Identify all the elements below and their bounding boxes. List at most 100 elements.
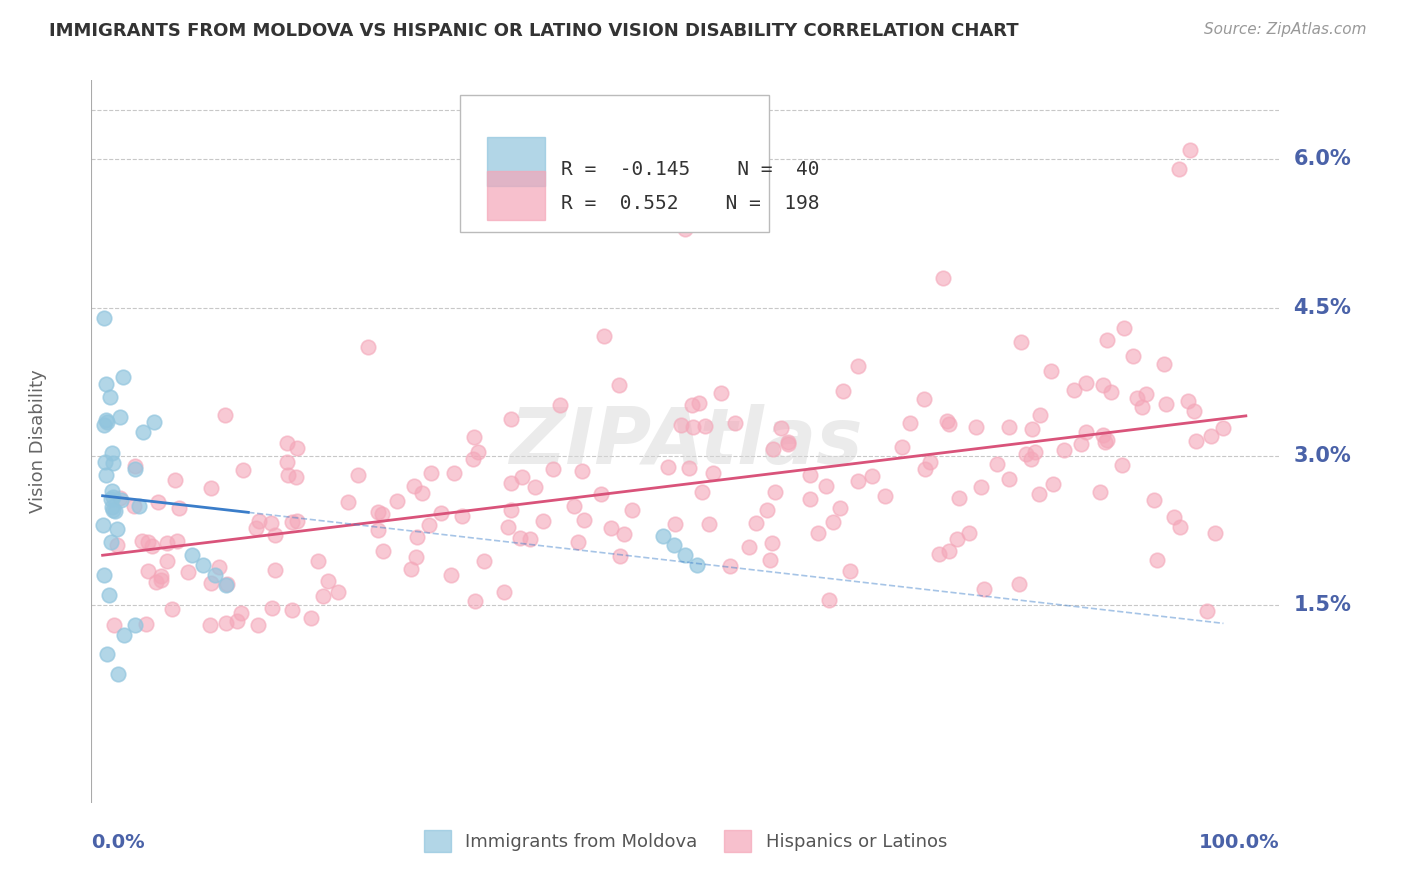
Point [93, 310, 115, 325]
Point [973, 582, 995, 596]
Point [1135, 387, 1157, 401]
Point [149, 568, 172, 582]
Point [1039, 364, 1062, 378]
Point [589, 487, 612, 501]
Point [160, 601, 183, 615]
Point [969, 480, 991, 494]
Point [128, 499, 150, 513]
FancyBboxPatch shape [486, 170, 546, 220]
Point [776, 434, 799, 449]
Point [510, 470, 533, 484]
Point [1212, 420, 1234, 434]
Point [107, 522, 129, 536]
Point [519, 532, 541, 546]
Point [673, 221, 696, 235]
Point [464, 594, 486, 608]
Text: 3.0%: 3.0% [1294, 446, 1351, 467]
Point [100, 491, 122, 506]
Point [815, 479, 838, 493]
Point [567, 534, 589, 549]
Point [1092, 427, 1115, 442]
Point [163, 473, 186, 487]
Point [957, 526, 980, 541]
Point [131, 533, 153, 548]
Point [1154, 397, 1177, 411]
Point [284, 469, 307, 483]
Point [1195, 605, 1218, 619]
Point [285, 514, 308, 528]
Point [1029, 408, 1052, 422]
Point [114, 627, 136, 641]
Point [1070, 436, 1092, 450]
Point [759, 553, 782, 567]
Point [669, 417, 692, 432]
Point [1199, 429, 1222, 443]
Point [914, 461, 936, 475]
Point [690, 484, 713, 499]
Point [1178, 143, 1201, 157]
Point [103, 617, 125, 632]
Point [108, 409, 131, 424]
Point [492, 585, 515, 599]
Point [150, 573, 173, 587]
Point [1177, 394, 1199, 409]
Point [541, 462, 564, 476]
Point [1153, 357, 1175, 371]
Point [523, 479, 546, 493]
Point [1095, 433, 1118, 447]
Point [217, 576, 239, 591]
Point [1024, 445, 1046, 459]
Point [1143, 493, 1166, 508]
Point [94, 377, 117, 392]
Point [100, 534, 122, 549]
Point [673, 549, 696, 563]
Point [1112, 321, 1135, 335]
Point [105, 538, 128, 552]
Point [1182, 403, 1205, 417]
Point [177, 566, 200, 580]
Point [263, 528, 285, 542]
Point [215, 578, 238, 592]
Point [93, 568, 115, 582]
Point [198, 617, 221, 632]
Text: 1.5%: 1.5% [1294, 595, 1351, 615]
Point [367, 523, 389, 537]
Point [799, 468, 821, 483]
Point [277, 468, 299, 483]
Point [101, 503, 124, 517]
Point [110, 492, 132, 507]
Point [103, 456, 125, 470]
Point [93, 417, 115, 432]
Text: Vision Disability: Vision Disability [30, 369, 46, 514]
Point [370, 507, 392, 521]
Point [385, 493, 408, 508]
Text: 100.0%: 100.0% [1199, 833, 1279, 853]
Point [948, 491, 970, 506]
Text: IMMIGRANTS FROM MOLDOVA VS HISPANIC OR LATINO VISION DISABILITY CORRELATION CHAR: IMMIGRANTS FROM MOLDOVA VS HISPANIC OR L… [49, 22, 1019, 40]
Point [998, 420, 1021, 434]
Point [336, 495, 359, 509]
Point [998, 472, 1021, 486]
Point [776, 436, 799, 450]
Point [124, 458, 146, 473]
Point [571, 465, 593, 479]
Point [406, 530, 429, 544]
Point [107, 667, 129, 681]
Point [146, 494, 169, 508]
FancyBboxPatch shape [486, 136, 546, 186]
Point [101, 483, 124, 498]
Point [136, 564, 159, 578]
Point [1088, 485, 1111, 500]
Point [501, 502, 523, 516]
Point [418, 518, 440, 533]
Point [718, 558, 741, 573]
Point [770, 420, 793, 434]
Point [1111, 458, 1133, 473]
Point [399, 562, 422, 576]
Point [1028, 487, 1050, 501]
Point [1122, 349, 1144, 363]
Point [724, 417, 747, 431]
Point [1170, 520, 1192, 534]
Point [745, 516, 768, 530]
Point [357, 341, 380, 355]
